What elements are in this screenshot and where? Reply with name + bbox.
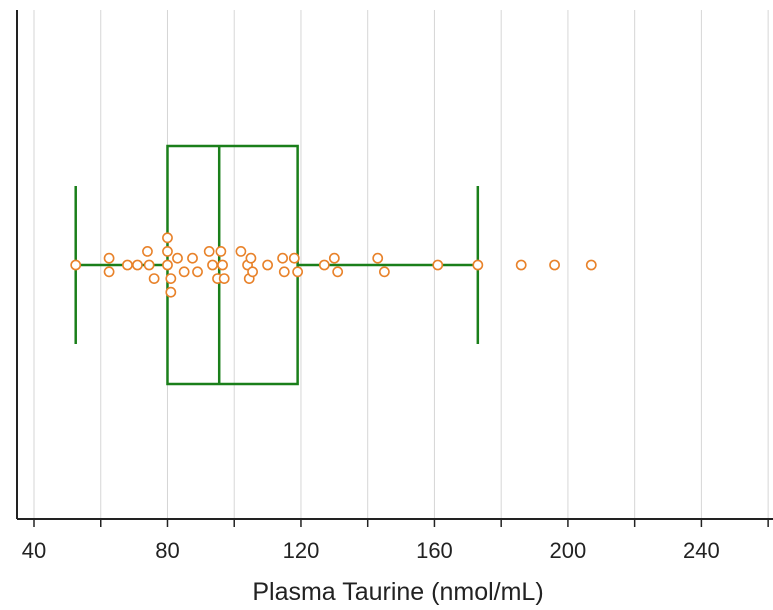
data-point	[549, 259, 560, 271]
data-point	[162, 259, 173, 271]
data-point	[122, 259, 133, 271]
data-point	[515, 259, 527, 271]
x-axis-ticks: 40 80 120 160 200 240	[22, 519, 769, 563]
data-point	[165, 273, 177, 284]
data-point	[278, 266, 290, 278]
data-point	[247, 266, 258, 278]
axes	[16, 10, 773, 520]
x-tick-label: 80	[155, 538, 179, 563]
x-tick-label: 40	[22, 538, 46, 563]
data-point	[432, 259, 444, 271]
data-point	[262, 259, 273, 271]
data-point	[172, 252, 183, 264]
x-tick-label: 200	[550, 538, 587, 563]
data-point	[288, 252, 300, 264]
data-point	[378, 266, 390, 278]
data-point	[217, 259, 228, 271]
data-point	[472, 259, 484, 271]
data-point	[187, 252, 198, 264]
x-tick-label: 240	[683, 538, 720, 563]
data-point	[103, 252, 115, 264]
data-point	[372, 252, 384, 264]
data-point	[332, 266, 344, 278]
data-point	[235, 245, 247, 257]
data-point	[277, 252, 289, 264]
data-point	[148, 273, 160, 284]
data-point	[292, 266, 304, 278]
data-point	[162, 232, 173, 244]
data-point	[142, 245, 153, 257]
data-point	[165, 286, 177, 298]
data-point	[192, 266, 203, 278]
x-tick-label: 120	[283, 538, 320, 563]
data-point	[245, 252, 257, 264]
data-point	[585, 259, 597, 271]
data-point	[203, 245, 215, 257]
data-point	[162, 245, 173, 257]
data-point	[103, 266, 115, 278]
data-point	[178, 266, 190, 278]
data-points	[70, 232, 597, 298]
x-axis-title: Plasma Taurine (nmol/mL)	[252, 578, 543, 606]
data-point	[207, 259, 218, 271]
data-point	[143, 259, 155, 271]
data-point	[328, 252, 340, 264]
data-point	[215, 245, 227, 257]
interquartile-box	[166, 144, 299, 386]
data-point	[218, 273, 230, 284]
data-point	[132, 259, 143, 271]
data-point	[70, 259, 82, 271]
data-point	[318, 259, 330, 271]
x-tick-label: 160	[416, 538, 453, 563]
